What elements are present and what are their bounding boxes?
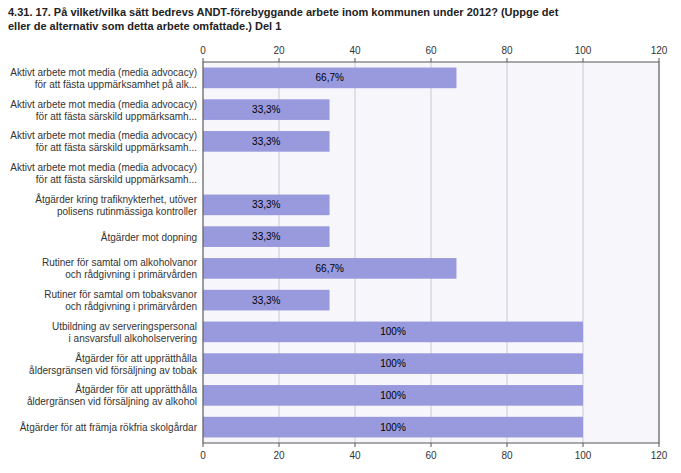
data-label: 33,3% (252, 295, 280, 306)
category-label: Aktivt arbete mot media (media advocacy)… (10, 162, 197, 185)
data-label: 33,3% (252, 199, 280, 210)
category-label: Aktivt arbete mot media (media advocacy)… (10, 66, 197, 89)
bar (203, 417, 583, 438)
tick-mark (431, 443, 432, 447)
data-label: 33,3% (252, 231, 280, 242)
tick-mark (507, 443, 508, 447)
data-label: 100% (380, 358, 406, 369)
category-label: Åtgärder mot dopning (101, 230, 197, 242)
data-label: 100% (380, 326, 406, 337)
tick-mark (431, 58, 432, 62)
category-label: Åtgärder kring trafiknykterhet, utöverpo… (35, 192, 197, 216)
tick-mark (355, 58, 356, 62)
tick-label: 100 (575, 45, 592, 56)
category-label: Rutiner för samtal om alkoholvanoroch rå… (42, 257, 198, 280)
category-label: Aktivt arbete mot media (media advocacy)… (10, 98, 197, 121)
x-axis: 0 0 20 20 40 40 60 60 80 80 100 100 120 120 (200, 45, 668, 461)
grid (203, 62, 659, 443)
category-label: Utbildning av serveringspersonali ansvar… (52, 320, 197, 343)
tick-label: 80 (501, 45, 513, 56)
tick-label: 80 (501, 450, 513, 461)
bar (203, 290, 330, 311)
title: 4.31. 17. På vilket/vilka sätt bedrevs A… (8, 6, 559, 32)
bar (203, 353, 583, 374)
category-label: Åtgärder för att främja rökfria skolgård… (20, 421, 198, 433)
data-label: 66,7% (316, 263, 344, 274)
tick-label: 40 (349, 450, 361, 461)
tick-label: 60 (425, 45, 437, 56)
bar (203, 385, 583, 406)
bar (203, 99, 330, 120)
tick-label: 0 (200, 45, 206, 56)
bars (203, 68, 583, 438)
tick-label: 60 (425, 450, 437, 461)
tick-mark (355, 443, 356, 447)
data-label: 33,3% (252, 136, 280, 147)
tick-mark (659, 443, 660, 447)
tick-label: 120 (651, 450, 668, 461)
tick-mark (279, 58, 280, 62)
category-label: Åtgärder för att upprätthållaåldergränse… (27, 383, 198, 407)
bar (203, 322, 583, 343)
data-label: 66,7% (316, 72, 344, 83)
category-label: Rutiner för samtal om tobaksvanoroch råd… (44, 289, 198, 312)
category-label: Aktivt arbete mot media (media advocacy)… (10, 130, 197, 153)
tick-mark (203, 58, 204, 62)
bar (203, 258, 456, 279)
chart: 4.31. 17. På vilket/vilka sätt bedrevs A… (0, 0, 681, 473)
data-label: 33,3% (252, 104, 280, 115)
tick-mark (659, 58, 660, 62)
tick-label: 20 (273, 450, 285, 461)
y-axis: Aktivt arbete mot media (media advocacy)… (10, 66, 198, 432)
bar (203, 226, 330, 247)
bar (203, 68, 456, 89)
tick-label: 0 (200, 450, 206, 461)
tick-mark (203, 443, 204, 447)
data-label: 100% (380, 390, 406, 401)
plot-area (203, 62, 659, 443)
data-labels: 66,7% 33,3% 33,3% 33,3% 33,3% 66,7% 33,3% 100% 1… (252, 72, 406, 432)
tick-label: 120 (651, 45, 668, 56)
tick-mark (279, 443, 280, 447)
plot-frame (203, 62, 659, 443)
tick-mark (583, 58, 584, 62)
tick-label: 100 (575, 450, 592, 461)
bar (203, 131, 330, 152)
tick-mark (583, 443, 584, 447)
tick-label: 40 (349, 45, 361, 56)
tick-mark (507, 58, 508, 62)
bar (203, 195, 330, 216)
tick-label: 20 (273, 45, 285, 56)
data-label: 100% (380, 422, 406, 433)
category-label: Åtgärder för att upprätthållaåldersgräns… (29, 351, 198, 375)
